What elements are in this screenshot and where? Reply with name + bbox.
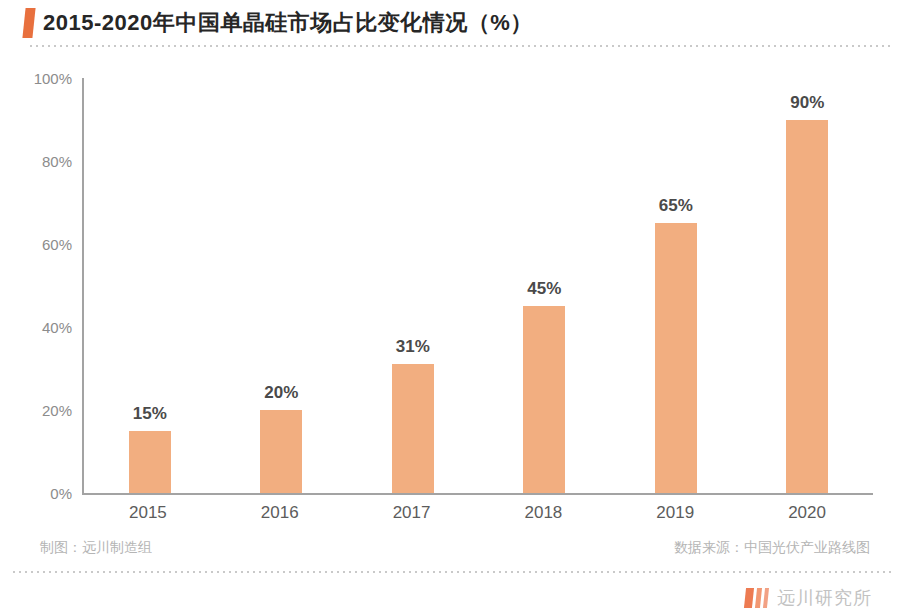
title-accent-mark (22, 8, 35, 38)
x-tick-label: 2019 (609, 503, 741, 523)
x-tick-label: 2020 (741, 503, 873, 523)
bar-value-label: 65% (659, 196, 693, 216)
bar-value-label: 15% (133, 404, 167, 424)
bar-slot-2020: 90% (742, 78, 874, 493)
y-tick-label: 80% (42, 153, 72, 170)
bar-slot-2019: 65% (610, 78, 742, 493)
chart-header: 2015-2020年中国单晶硅市场占比变化情况（%） (24, 8, 533, 38)
bar-2017 (392, 364, 434, 493)
bar-slot-2016: 20% (216, 78, 348, 493)
y-tick-label: 0% (50, 485, 72, 502)
credits-row: 制图：远川制造组 数据来源：中国光伏产业路线图 (40, 539, 870, 557)
y-tick-label: 100% (34, 70, 72, 87)
bar-2020 (786, 120, 828, 494)
logo-bar (763, 588, 769, 608)
brand-name: 远川研究所 (777, 586, 872, 610)
bar-2018 (523, 306, 565, 493)
logo-bar (755, 588, 762, 608)
footer-divider (13, 571, 893, 573)
x-tick-label: 2017 (346, 503, 478, 523)
y-tick-label: 20% (42, 402, 72, 419)
bar-slot-2015: 15% (84, 78, 216, 493)
bars-group: 15% 20% 31% 45% 65% 90% (84, 78, 873, 493)
bar-value-label: 20% (264, 383, 298, 403)
credit-right: 数据来源：中国光伏产业路线图 (674, 539, 870, 557)
plot-area: 15%20%31%45%65%90% 0%20%40%60%80%100% (82, 78, 873, 495)
bar-slot-2017: 31% (347, 78, 479, 493)
logo-bar (744, 588, 754, 608)
y-tick-label: 60% (42, 236, 72, 253)
bar-2016 (260, 410, 302, 493)
y-tick-label: 40% (42, 319, 72, 336)
page-title: 2015-2020年中国单晶硅市场占比变化情况（%） (43, 8, 533, 38)
bar-value-label: 31% (396, 337, 430, 357)
x-axis-labels: 201520162017201820192020 (82, 503, 873, 523)
bar-slot-2018: 45% (479, 78, 611, 493)
x-tick-label: 2016 (214, 503, 346, 523)
bar-2019 (655, 223, 697, 493)
x-tick-label: 2015 (82, 503, 214, 523)
footer-brand: 远川研究所 (745, 586, 872, 610)
bar-2015 (129, 431, 171, 493)
x-tick-label: 2018 (477, 503, 609, 523)
bar-value-label: 90% (790, 93, 824, 113)
bar-value-label: 45% (527, 279, 561, 299)
brand-logo-icon (745, 588, 768, 608)
title-divider (30, 45, 890, 47)
credit-left: 制图：远川制造组 (40, 539, 152, 557)
